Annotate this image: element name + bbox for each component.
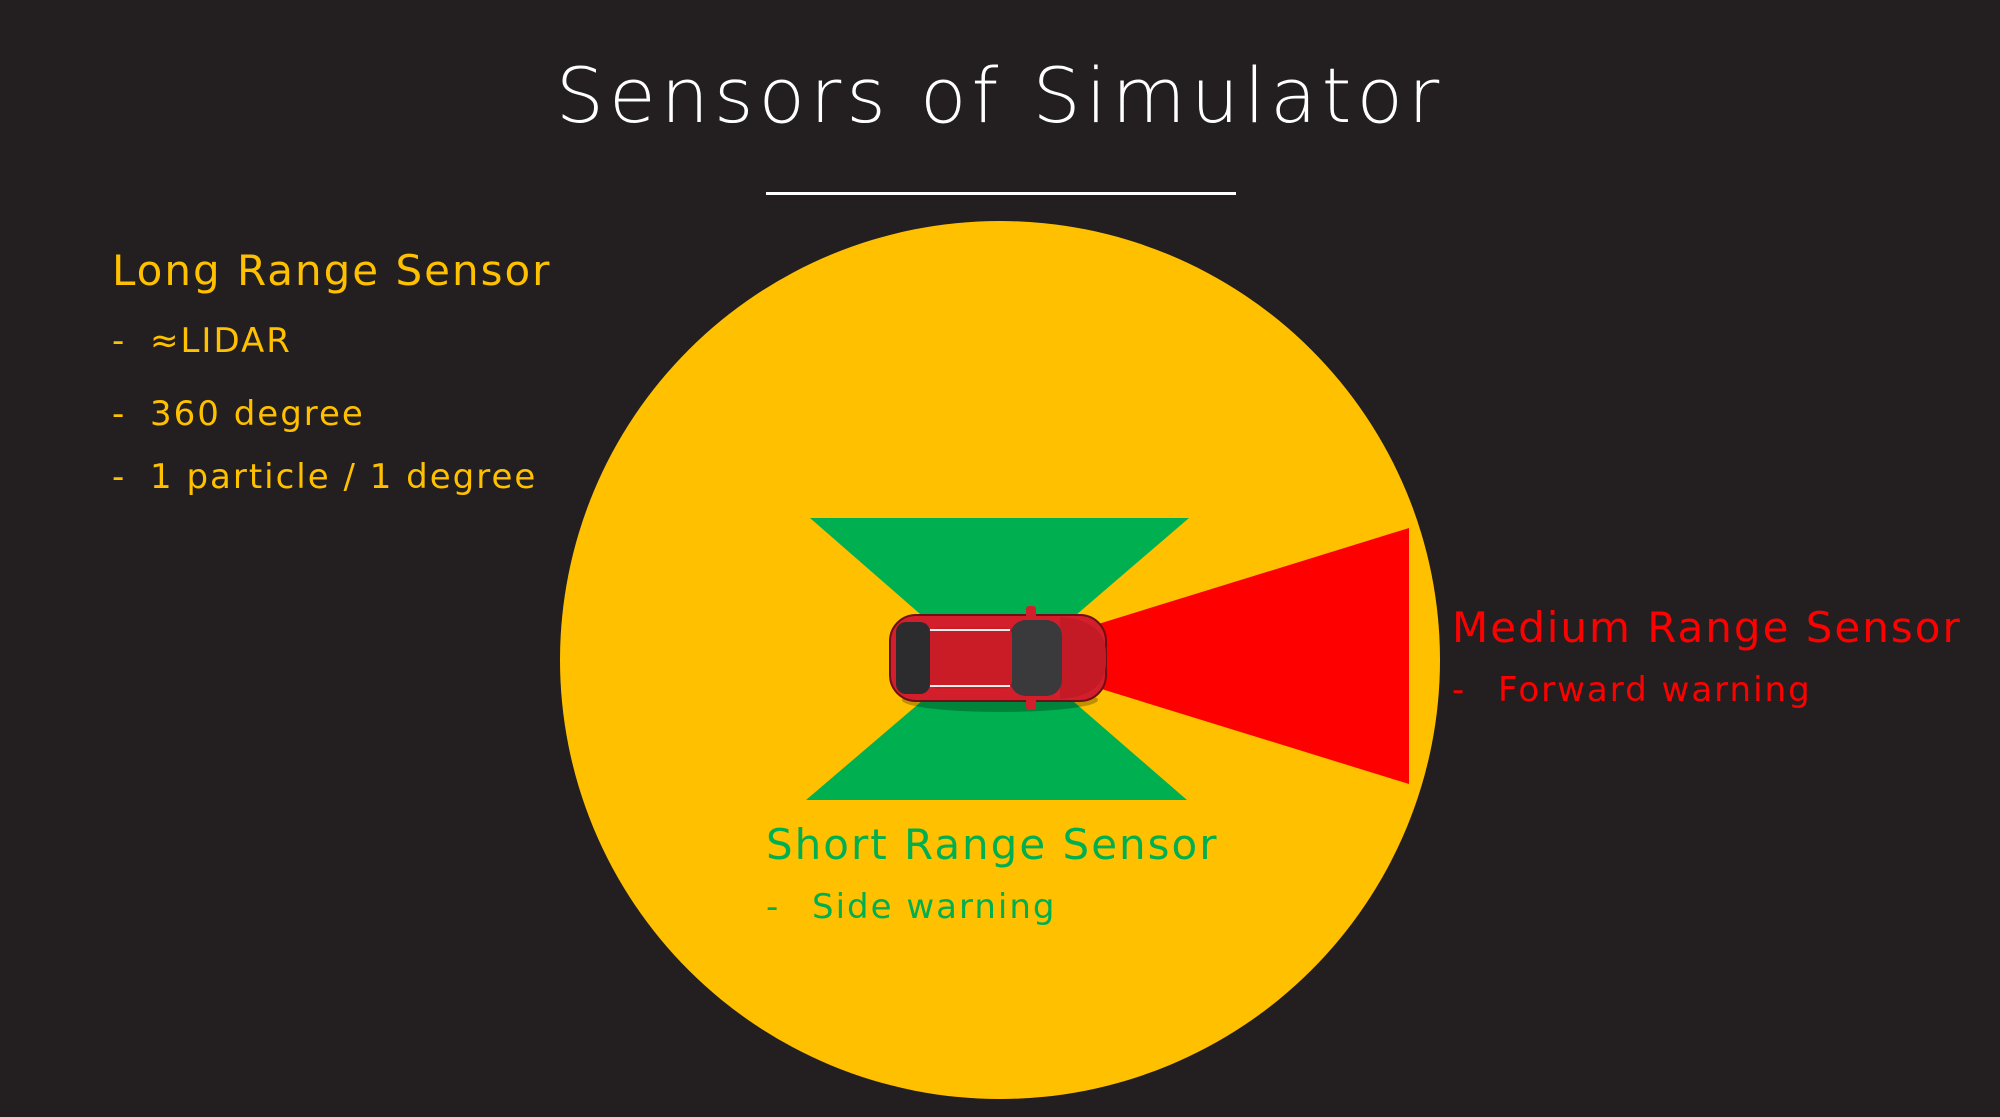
page-title: Sensors of Simulator: [555, 51, 1445, 140]
short-range-sensor-heading: Short Range Sensor: [766, 820, 1219, 869]
medium-range-sensor-legend: Medium Range Sensor - Forward warning: [1452, 603, 1962, 708]
long-range-item: - ≈LIDAR: [112, 321, 292, 361]
medium-range-sensor-cone: [1095, 528, 1409, 784]
short-range-sensor-bottom-cone: [806, 636, 1187, 800]
medium-range-item: - Forward warning: [1452, 670, 1812, 710]
short-range-sensor-top-cone: [810, 518, 1189, 682]
long-range-sensor-legend: Long Range Sensor - ≈LIDAR -360 degree -1…: [112, 246, 552, 495]
short-range-item: - Side warning: [766, 887, 1057, 927]
long-range-sensor-heading: Long Range Sensor: [112, 246, 552, 295]
car-icon: [889, 606, 1107, 712]
long-range-item: -1 particle / 1 degree: [112, 457, 538, 497]
title-divider: [766, 192, 1236, 195]
long-range-item: -360 degree: [112, 394, 365, 434]
short-range-sensor-legend: Short Range Sensor - Side warning: [766, 820, 1219, 925]
medium-range-sensor-heading: Medium Range Sensor: [1452, 603, 1962, 652]
